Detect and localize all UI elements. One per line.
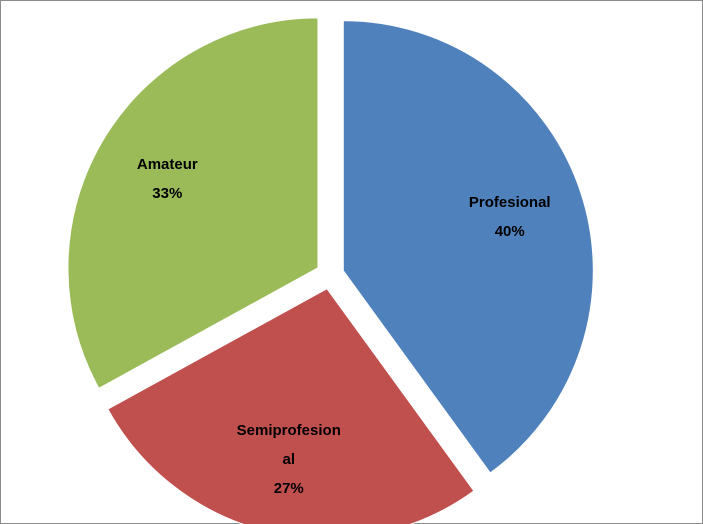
pie-slice [67,17,319,389]
slice-label-text: Semiprofesional 27% [234,416,344,503]
pie-slice [107,288,475,524]
slice-name: Semiprofesional [236,421,341,468]
slice-percent: 33% [152,184,183,202]
slice-label: Semiprofesional 27% [234,399,344,519]
slice-label: Amateur 33% [112,119,222,239]
slice-name: Amateur [136,155,198,173]
slice-label-box: Amateur 33% [112,119,222,239]
pie-slice [342,20,594,474]
slice-percent: 40% [494,222,525,240]
slice-label-text: Amateur 33% [112,150,222,208]
slice-label-box: Semiprofesional 27% [234,399,344,519]
slice-label: Profesional 40% [455,157,565,277]
slice-percent: 27% [273,479,304,497]
slice-label-text: Profesional 40% [455,188,565,246]
slice-name: Profesional [468,193,551,211]
slice-label-box: Profesional 40% [455,157,565,277]
